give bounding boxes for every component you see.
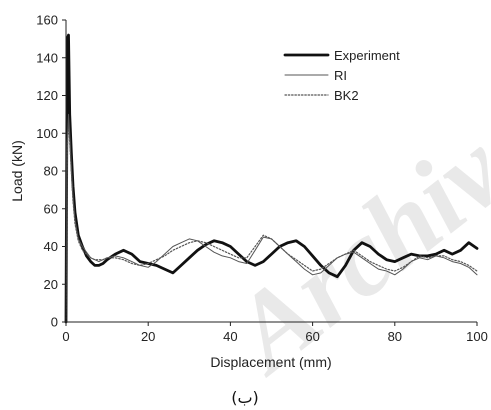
y-tick-label: 60 [44, 201, 58, 216]
x-tick-label: 60 [305, 329, 319, 344]
y-tick-label: 0 [51, 315, 58, 330]
x-tick-label: 80 [388, 329, 402, 344]
y-tick-label: 40 [44, 239, 58, 254]
y-tick-label: 160 [36, 13, 58, 28]
y-tick-label: 140 [36, 50, 58, 65]
y-tick-label: 20 [44, 277, 58, 292]
y-tick-label: 120 [36, 88, 58, 103]
series-line-experiment [64, 33, 479, 324]
legend-label-bk2: BK2 [334, 88, 359, 103]
legend: Experiment RI BK2 [283, 48, 400, 103]
axes: 0 20 40 60 80 100 0 20 40 60 80 100 120 140 160 [36, 13, 488, 345]
x-tick-label: 100 [466, 329, 488, 344]
y-axis-label: Load (kN) [9, 140, 25, 201]
series-line-bk2 [65, 123, 478, 323]
plot-area [64, 33, 479, 324]
y-tick-label: 100 [36, 126, 58, 141]
figure-caption: (ب) [231, 388, 259, 407]
x-axis-label: Displacement (mm) [210, 354, 331, 370]
x-tick-label: 0 [62, 329, 69, 344]
x-tick-label: 20 [141, 329, 155, 344]
legend-label-experiment: Experiment [334, 48, 400, 63]
legend-label-ri: RI [334, 68, 347, 83]
x-tick-label: 40 [223, 329, 237, 344]
watermark-text: Archive [205, 79, 491, 397]
y-tick-label: 80 [44, 164, 58, 179]
